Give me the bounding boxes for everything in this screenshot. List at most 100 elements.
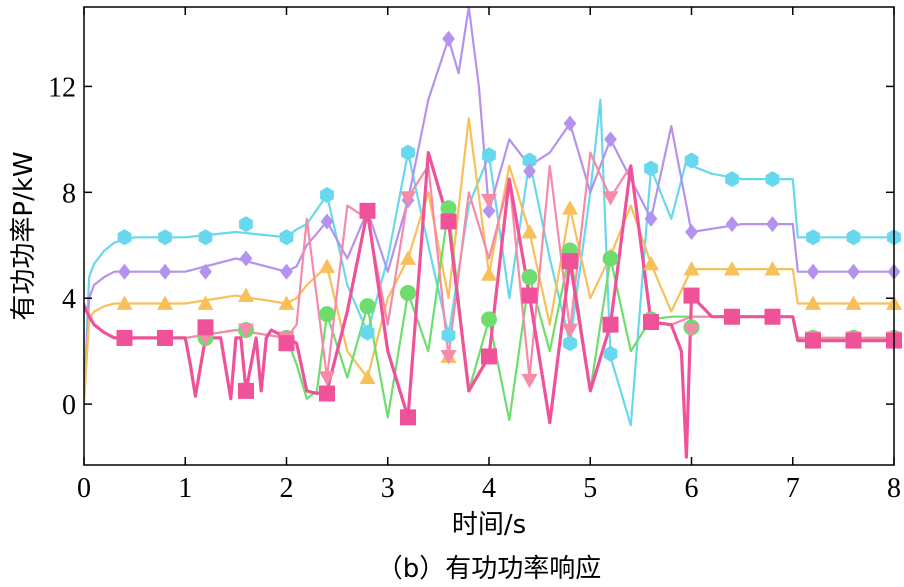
square-marker	[440, 213, 457, 230]
diamond-marker	[766, 216, 779, 233]
circle-marker	[359, 298, 376, 315]
triangle-down-marker	[683, 323, 700, 338]
square-marker	[521, 287, 538, 304]
x-tick-label: 8	[887, 473, 901, 504]
triangle-up-marker	[319, 258, 335, 273]
triangle-up-marker	[359, 369, 376, 385]
diamond-marker	[118, 263, 131, 280]
diamond-marker	[320, 213, 334, 230]
square-marker	[562, 253, 578, 270]
triangle-up-marker	[521, 224, 538, 239]
hexagon-marker	[279, 229, 294, 246]
hexagon-marker	[522, 152, 537, 169]
circle-marker	[481, 311, 497, 328]
triangle-down-marker	[521, 373, 538, 389]
square-marker	[683, 287, 700, 304]
diamond-marker	[563, 115, 577, 132]
square-marker	[319, 385, 335, 402]
diamond-marker	[239, 250, 253, 267]
diamond-marker	[523, 163, 536, 180]
series-markers	[116, 30, 902, 426]
circle-marker	[400, 284, 416, 301]
triangle-up-marker	[683, 261, 700, 276]
x-tick-label: 4	[482, 473, 496, 504]
circle-marker	[521, 269, 538, 286]
triangle-up-marker	[562, 200, 578, 215]
triangle-up-marker	[197, 295, 214, 310]
square-marker	[805, 332, 821, 349]
triangle-up-marker	[157, 295, 173, 310]
hexagon-marker	[401, 144, 415, 161]
figure-caption: （b）有功功率响应	[377, 554, 602, 584]
diamond-marker	[604, 131, 617, 148]
triangle-up-marker	[643, 255, 659, 271]
y-tick-label: 0	[62, 390, 76, 421]
triangle-down-marker	[602, 191, 619, 206]
hexagon-marker	[441, 327, 456, 344]
hexagon-marker	[320, 187, 334, 203]
hexagon-marker	[482, 147, 496, 164]
triangle-down-marker	[440, 350, 457, 365]
diamond-marker	[280, 263, 293, 280]
triangle-up-marker	[724, 261, 740, 276]
hexagon-marker	[239, 216, 253, 233]
square-marker	[602, 316, 619, 333]
square-marker	[400, 409, 416, 426]
x-tick-label: 0	[77, 473, 91, 504]
x-axis-title: 时间/s	[452, 510, 526, 540]
diamond-marker	[158, 263, 172, 280]
hexagon-marker	[603, 345, 618, 362]
hexagon-marker	[765, 171, 780, 188]
circle-marker	[602, 250, 619, 267]
square-marker	[481, 348, 497, 365]
hexagon-marker	[684, 152, 699, 169]
hexagon-marker	[360, 324, 375, 341]
x-tick-label: 2	[280, 473, 294, 504]
triangle-down-marker	[319, 371, 335, 386]
triangle-up-marker	[400, 250, 416, 265]
y-tick-label: 4	[62, 284, 76, 315]
triangle-up-marker	[238, 287, 254, 302]
diamond-marker	[442, 30, 455, 47]
diamond-marker	[644, 210, 658, 227]
x-tick-label: 6	[685, 473, 699, 504]
x-tick-label: 5	[583, 473, 597, 504]
triangle-down-marker	[400, 191, 416, 206]
hexagon-marker	[117, 229, 132, 246]
hexagon-marker	[198, 229, 213, 246]
square-marker	[724, 308, 740, 325]
hexagon-marker	[806, 229, 820, 246]
diamond-marker	[199, 263, 212, 280]
circle-marker	[319, 306, 335, 323]
diamond-marker	[847, 263, 860, 280]
series-line-3	[84, 117, 894, 405]
triangle-down-marker	[238, 323, 254, 338]
square-marker	[845, 332, 862, 349]
hexagon-marker	[725, 171, 739, 188]
diamond-marker	[685, 224, 698, 241]
hexagon-marker	[644, 160, 658, 177]
series-line-2	[84, 7, 894, 405]
triangle-down-marker	[481, 193, 497, 209]
square-marker	[238, 382, 254, 399]
square-marker	[643, 314, 659, 331]
triangle-up-marker	[764, 261, 781, 276]
square-marker	[764, 308, 781, 325]
triangle-down-marker	[562, 323, 578, 338]
diamond-marker	[806, 263, 820, 280]
y-tick-label: 12	[48, 72, 76, 103]
hexagon-marker	[563, 335, 577, 352]
square-marker	[359, 202, 376, 219]
square-marker	[278, 335, 295, 352]
triangle-up-marker	[481, 266, 497, 281]
y-axis-title: 有功功率P/kW	[9, 151, 39, 320]
triangle-up-marker	[116, 295, 133, 310]
square-marker	[157, 329, 173, 346]
triangle-up-marker	[805, 295, 821, 310]
diamond-marker	[482, 202, 496, 219]
hexagon-marker	[158, 229, 172, 246]
y-tick-label: 8	[62, 178, 76, 209]
x-tick-label: 7	[786, 473, 800, 504]
